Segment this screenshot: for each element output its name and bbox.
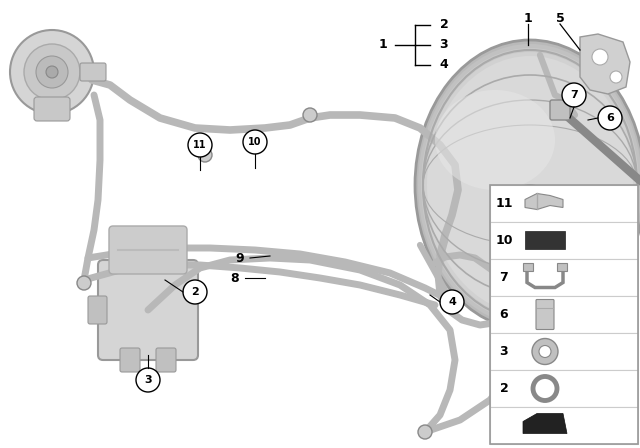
Bar bbox=[490, 407, 638, 444]
Bar bbox=[490, 259, 638, 296]
Circle shape bbox=[510, 185, 550, 225]
Bar bbox=[490, 185, 638, 222]
Circle shape bbox=[532, 339, 558, 365]
Text: 5: 5 bbox=[556, 12, 564, 25]
Circle shape bbox=[136, 368, 160, 392]
Text: 9: 9 bbox=[236, 251, 244, 264]
Text: 4: 4 bbox=[440, 59, 449, 72]
FancyBboxPatch shape bbox=[550, 100, 570, 120]
Circle shape bbox=[36, 56, 68, 88]
Ellipse shape bbox=[415, 40, 640, 330]
Circle shape bbox=[592, 49, 608, 65]
Ellipse shape bbox=[424, 52, 636, 318]
Bar bbox=[490, 296, 638, 333]
Circle shape bbox=[46, 66, 58, 78]
FancyBboxPatch shape bbox=[80, 63, 106, 81]
Circle shape bbox=[539, 345, 551, 358]
Polygon shape bbox=[580, 34, 630, 94]
Circle shape bbox=[183, 280, 207, 304]
Bar bbox=[490, 370, 638, 407]
Text: 7: 7 bbox=[570, 90, 578, 100]
Bar bbox=[490, 333, 638, 370]
Text: 11: 11 bbox=[495, 197, 513, 210]
Text: 3: 3 bbox=[500, 345, 508, 358]
Circle shape bbox=[243, 130, 267, 154]
Circle shape bbox=[77, 276, 91, 290]
Text: 11: 11 bbox=[193, 140, 207, 150]
FancyBboxPatch shape bbox=[98, 260, 198, 360]
Circle shape bbox=[24, 44, 80, 100]
Circle shape bbox=[303, 108, 317, 122]
Polygon shape bbox=[523, 414, 567, 434]
Text: 10: 10 bbox=[495, 234, 513, 247]
Ellipse shape bbox=[435, 90, 555, 190]
FancyBboxPatch shape bbox=[34, 97, 70, 121]
Circle shape bbox=[10, 30, 94, 114]
Ellipse shape bbox=[421, 48, 639, 322]
Text: 6: 6 bbox=[606, 113, 614, 123]
Text: 1: 1 bbox=[524, 12, 532, 25]
Circle shape bbox=[610, 71, 622, 83]
Bar bbox=[557, 263, 567, 271]
Text: 10: 10 bbox=[248, 137, 262, 147]
Bar bbox=[490, 222, 638, 259]
Circle shape bbox=[520, 195, 540, 215]
Ellipse shape bbox=[427, 56, 633, 314]
Circle shape bbox=[440, 290, 464, 314]
FancyBboxPatch shape bbox=[156, 348, 176, 372]
Polygon shape bbox=[525, 194, 563, 210]
Bar bbox=[525, 232, 565, 250]
FancyBboxPatch shape bbox=[109, 226, 187, 274]
Text: 3: 3 bbox=[440, 39, 448, 52]
Text: 6: 6 bbox=[500, 308, 508, 321]
Circle shape bbox=[598, 106, 622, 130]
FancyBboxPatch shape bbox=[120, 348, 140, 372]
FancyBboxPatch shape bbox=[88, 296, 107, 324]
Text: 4: 4 bbox=[448, 297, 456, 307]
Text: 8: 8 bbox=[230, 271, 239, 284]
Circle shape bbox=[562, 83, 586, 107]
Text: 2: 2 bbox=[500, 382, 508, 395]
Bar bbox=[490, 185, 638, 444]
Circle shape bbox=[188, 133, 212, 157]
Text: 3: 3 bbox=[144, 375, 152, 385]
Bar bbox=[523, 263, 533, 271]
Text: 1: 1 bbox=[379, 39, 387, 52]
Ellipse shape bbox=[418, 44, 640, 326]
Text: 7: 7 bbox=[500, 271, 508, 284]
Circle shape bbox=[418, 425, 432, 439]
Text: 2: 2 bbox=[440, 18, 449, 31]
Text: 2: 2 bbox=[191, 287, 199, 297]
Circle shape bbox=[198, 148, 212, 162]
FancyBboxPatch shape bbox=[536, 300, 554, 329]
